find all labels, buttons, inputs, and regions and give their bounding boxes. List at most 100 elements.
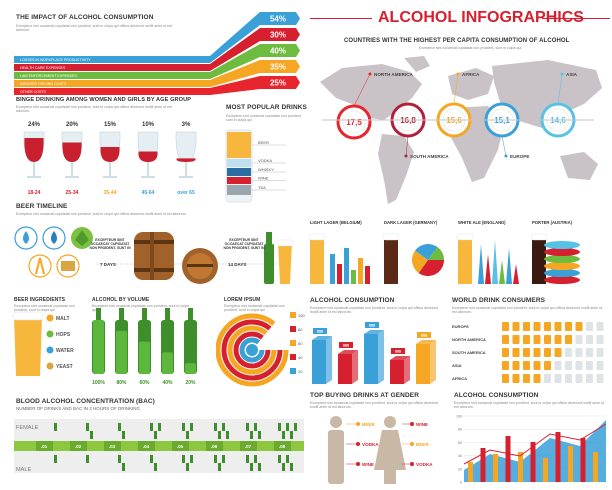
binge-base-4 — [179, 176, 193, 178]
white-ale-cone-1 — [485, 254, 491, 284]
bac-tick-3: .04 — [143, 444, 150, 449]
bac-male-bottle-7-2 — [286, 455, 289, 463]
popular-layer-2 — [227, 168, 251, 176]
white-ale-cone-3 — [499, 260, 505, 284]
cbar-badge-label-2: $$$ — [369, 323, 375, 327]
volume-label-4: 20% — [185, 380, 196, 386]
bac-female-bottle-4-0 — [182, 423, 185, 431]
radial-legend-swatch-2 — [290, 340, 296, 346]
cbar-badge-label-1: $$$ — [343, 343, 349, 347]
binge-glass-4 — [175, 131, 197, 163]
carea-bar-4 — [518, 452, 523, 482]
binge-pct-3: 10% — [142, 122, 155, 128]
beer-timeline-graphic — [14, 226, 293, 284]
bac-scale-seg-1 — [70, 441, 87, 451]
impact-label-1: HEALTH CARE EXPENSES — [20, 66, 66, 70]
porter-disc-3 — [544, 255, 580, 263]
beer-timeline-text: Excepteur sint occaecat cupidatat non pr… — [16, 212, 187, 216]
gender-right-dot-0 — [410, 422, 414, 426]
binge-chart: 24% 18-24 20% 25-34 15% 35-44 10% 45-64 3% over 6… — [23, 122, 197, 196]
carea-bar-9 — [580, 438, 586, 482]
bac-scale-seg-7 — [274, 441, 291, 451]
volume-fill-1 — [116, 330, 127, 374]
radial-legend-label-3: 40 — [298, 355, 303, 360]
cbar-top-1 — [338, 350, 358, 354]
binge-base-0 — [27, 176, 41, 178]
world-glass-1-9 — [596, 335, 604, 344]
australia-shape — [560, 152, 598, 180]
lorem-ipsum-heading: LOREM IPSUM — [224, 297, 261, 303]
gender-left-dot-1 — [356, 442, 360, 446]
page-title: ALCOHOL INFOGRAPHICS — [378, 9, 584, 26]
map-region-0: NORTH AMERICA — [374, 72, 414, 77]
cbar-badge-3 — [391, 348, 405, 354]
bac-male-bottle-5-0 — [214, 455, 217, 463]
map-dot-0 — [368, 72, 372, 76]
bac-female-bottle-1-0 — [86, 423, 89, 431]
bac-male-bottle-4-2 — [190, 455, 193, 463]
world-chart: EUROPE NORTH AMERICA SOUTH AMERICA ASIA AFRI… — [452, 322, 604, 383]
world-row-name-2: SOUTH AMERICA — [452, 350, 486, 355]
beer-glass-icon — [14, 316, 42, 376]
popular-name-4: TEA — [258, 185, 266, 190]
gender-left-label-0: BEER — [362, 422, 375, 427]
volume-label-0: 100% — [92, 380, 105, 386]
gender-left-label-2: WINE — [362, 462, 374, 467]
carea-bar-0 — [468, 462, 473, 482]
popular-layer-4 — [227, 185, 251, 195]
light-lager-bar-3 — [351, 270, 356, 284]
world-glass-1-8 — [586, 335, 593, 344]
volume-label-1: 80% — [116, 380, 127, 386]
ingredients-text: Excepteur sint occaecat cupidatat non pr… — [14, 304, 75, 313]
world-row-name-4: AFRICA — [452, 376, 467, 381]
hops-leaf-icon — [75, 230, 89, 246]
bac-male-bottle-2-1 — [122, 463, 125, 471]
cbar-badge-4 — [417, 332, 431, 338]
cbar-front-4 — [416, 344, 430, 384]
carea-ytick-1: 80 — [458, 428, 462, 432]
bac-male-bottle-4-1 — [186, 463, 189, 471]
bac-male-bottle-5-1 — [218, 463, 221, 471]
impact-band-0 — [14, 12, 260, 63]
bac-tick-6: .07 — [245, 444, 252, 449]
ingredient-name-0: MALT — [56, 316, 70, 322]
volume-neck-4 — [188, 308, 193, 320]
popular-layer-0 — [227, 132, 251, 158]
consumption-area-chart: 100 80 60 40 20 0 — [456, 415, 607, 485]
impact-band-4 — [14, 76, 260, 95]
map-dot-1 — [404, 154, 408, 158]
light-lager-bar-1 — [337, 264, 342, 284]
bac-chart: FEMALE MALE .01 .02 .03 .04 .05 .06 .07 .08 — [14, 419, 304, 473]
radial-legend-swatch-1 — [290, 326, 296, 332]
beer-type-glass-1 — [384, 238, 398, 284]
bac-male-bottle-2-0 — [118, 455, 121, 463]
bac-male-bottle-0-0 — [54, 455, 57, 463]
binge-stem-3 — [147, 162, 149, 176]
world-text: Excepteur sint occaecat cupidatat non pr… — [452, 306, 602, 315]
bac-female-bottle-2-1 — [122, 431, 125, 439]
bac-female-bottle-0-0 — [54, 423, 57, 431]
radial-legend-label-4: 20 — [298, 369, 303, 374]
binge-age-0: 18-24 — [28, 190, 41, 196]
ingredient-circles — [14, 226, 93, 278]
gender-right-label-0: WINE — [416, 422, 428, 427]
world-glass-4-8 — [586, 374, 593, 383]
popular-text: Excepteur sint occaecat cupidatat non pr… — [226, 114, 302, 123]
gender-text: Excepteur sint occaecat cupidatat non pr… — [310, 401, 438, 410]
ingredient-dot-1 — [46, 330, 54, 338]
bac-male-bottle-6-0 — [246, 455, 249, 463]
female-body-icon — [374, 430, 406, 470]
map-dot-2 — [456, 72, 460, 76]
impact-pct-3: 35% — [270, 63, 286, 72]
bac-female-bottle-6-3 — [258, 431, 261, 439]
volume-neck-3 — [165, 308, 170, 320]
world-glass-4-5 — [554, 374, 562, 383]
impact-tag-2 — [260, 44, 300, 57]
world-glass-1-1 — [512, 335, 520, 344]
beer-type-foam-3 — [530, 233, 548, 241]
volume-bottle-4 — [184, 320, 197, 374]
bac-heading: BLOOD ALCOHOL CONCENTRATION (BAC) — [16, 398, 155, 405]
gender-right-label-2: VODKA — [416, 462, 433, 467]
radial-center — [246, 344, 258, 356]
